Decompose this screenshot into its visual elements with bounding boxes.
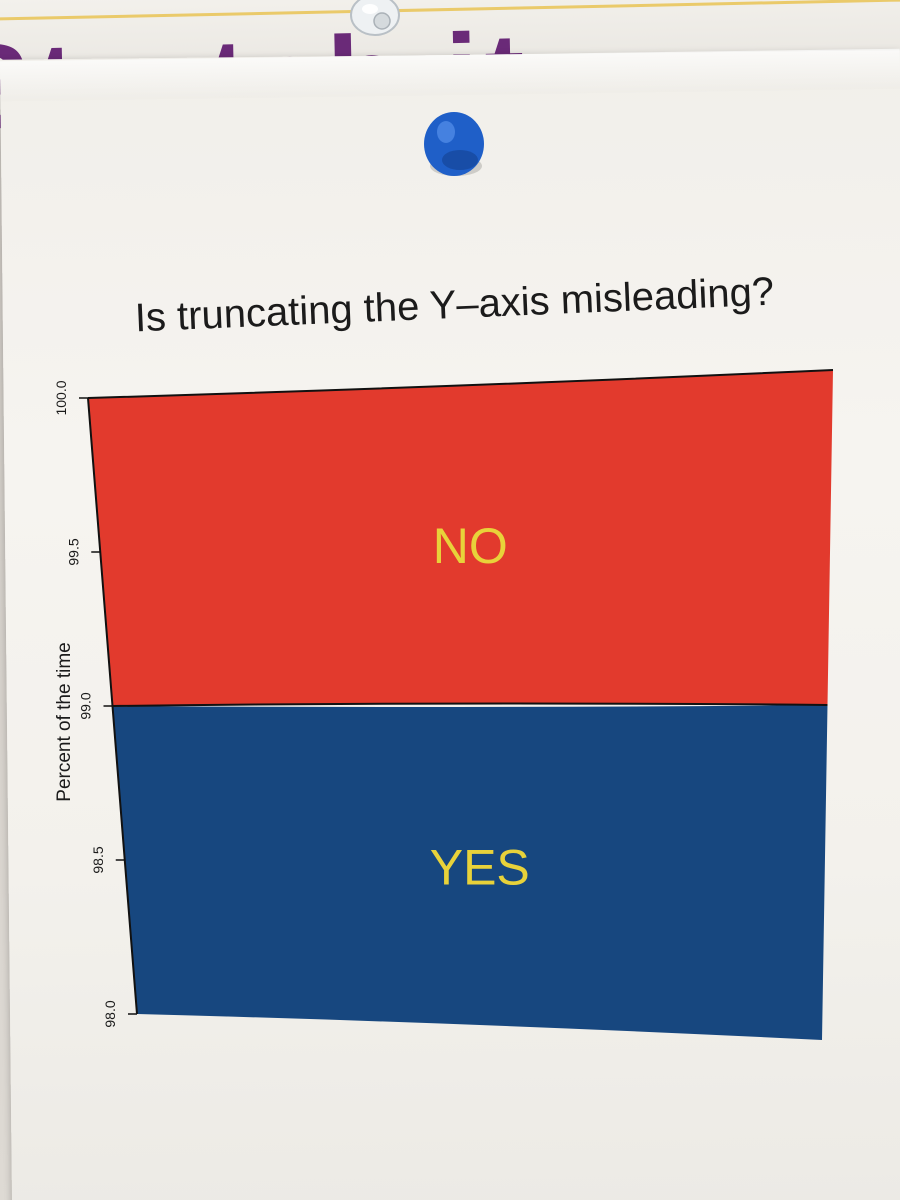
y-axis-label: Percent of the time [54, 642, 75, 801]
plot-area: YES NO [87, 369, 834, 1040]
y-tick-label: 99.5 [65, 538, 81, 565]
y-axis: 98.0 98.5 99.0 99.5 100.0 [53, 380, 137, 1028]
clear-push-pin-icon [350, 0, 400, 36]
y-tick-label: 99.0 [78, 692, 94, 719]
region-label-yes: YES [430, 839, 530, 895]
area-band-no [88, 370, 833, 706]
band-boundary-line [112, 702, 828, 707]
y-tick-label: 98.5 [90, 846, 106, 873]
y-tick-label: 100.0 [53, 380, 69, 415]
chart-title: Is truncating the Y–axis misleading? [134, 270, 775, 341]
blue-push-pin-icon [424, 112, 484, 176]
area-band-yes [112, 705, 828, 1040]
y-tick-label: 98.0 [102, 1000, 118, 1027]
region-label-no: NO [433, 518, 508, 574]
